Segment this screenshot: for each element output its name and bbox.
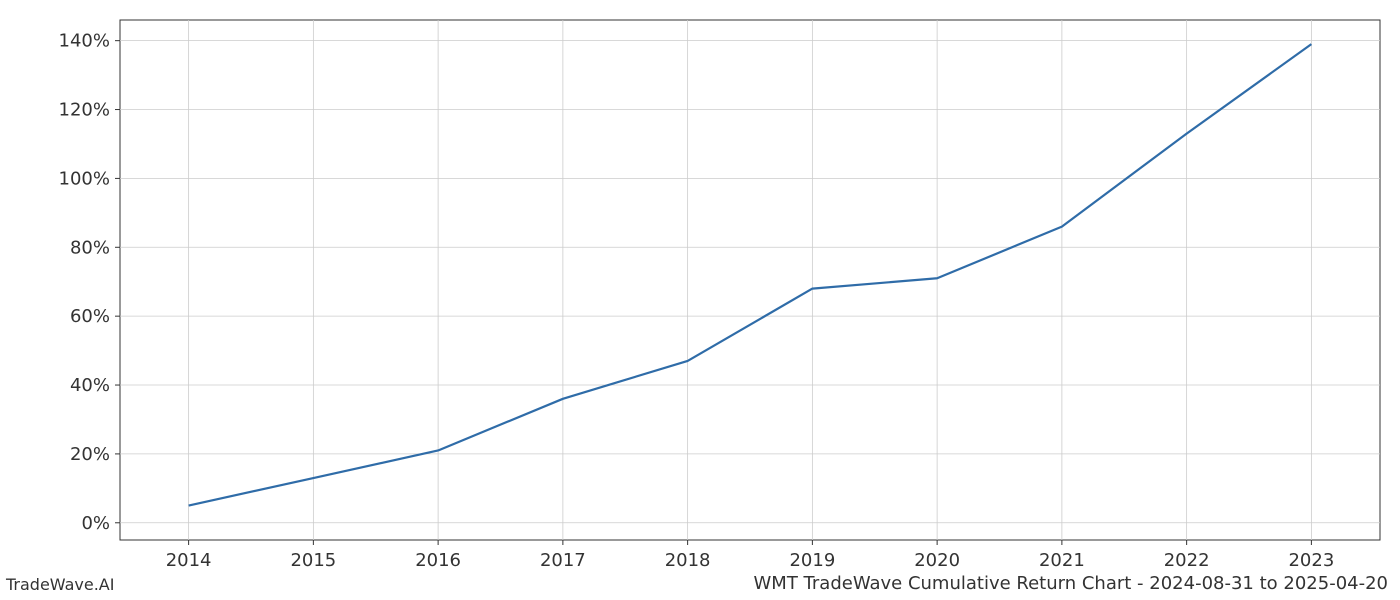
x-tick-label: 2019 bbox=[789, 550, 835, 571]
y-tick-label: 20% bbox=[70, 444, 110, 465]
x-tick-label: 2017 bbox=[540, 550, 586, 571]
y-tick-label: 120% bbox=[59, 100, 110, 121]
x-tick-label: 2018 bbox=[665, 550, 711, 571]
footer-right-text: WMT TradeWave Cumulative Return Chart - … bbox=[754, 573, 1389, 594]
x-tick-label: 2021 bbox=[1039, 550, 1085, 571]
x-tick-label: 2016 bbox=[415, 550, 461, 571]
chart-container: 2014 2015 2016 2017 2018 2019 2020 2021 2022 2023… bbox=[0, 0, 1400, 600]
line-chart: 2014 2015 2016 2017 2018 2019 2020 2021 2022 2023… bbox=[0, 0, 1400, 600]
y-tick-label: 40% bbox=[70, 375, 110, 396]
x-tick-label: 2014 bbox=[166, 550, 212, 571]
x-tick-label: 2023 bbox=[1288, 550, 1334, 571]
y-tick-label: 0% bbox=[81, 513, 110, 534]
y-tick-label: 100% bbox=[59, 168, 110, 189]
x-tick-label: 2022 bbox=[1164, 550, 1210, 571]
footer-left-text: TradeWave.AI bbox=[6, 575, 114, 594]
series-cumulative-return bbox=[189, 44, 1312, 505]
x-tick-label: 2020 bbox=[914, 550, 960, 571]
y-tick-label: 80% bbox=[70, 237, 110, 258]
plot-border bbox=[120, 20, 1380, 540]
y-tick-label: 140% bbox=[59, 31, 110, 52]
y-tick-label: 60% bbox=[70, 306, 110, 327]
x-tick-label: 2015 bbox=[290, 550, 336, 571]
